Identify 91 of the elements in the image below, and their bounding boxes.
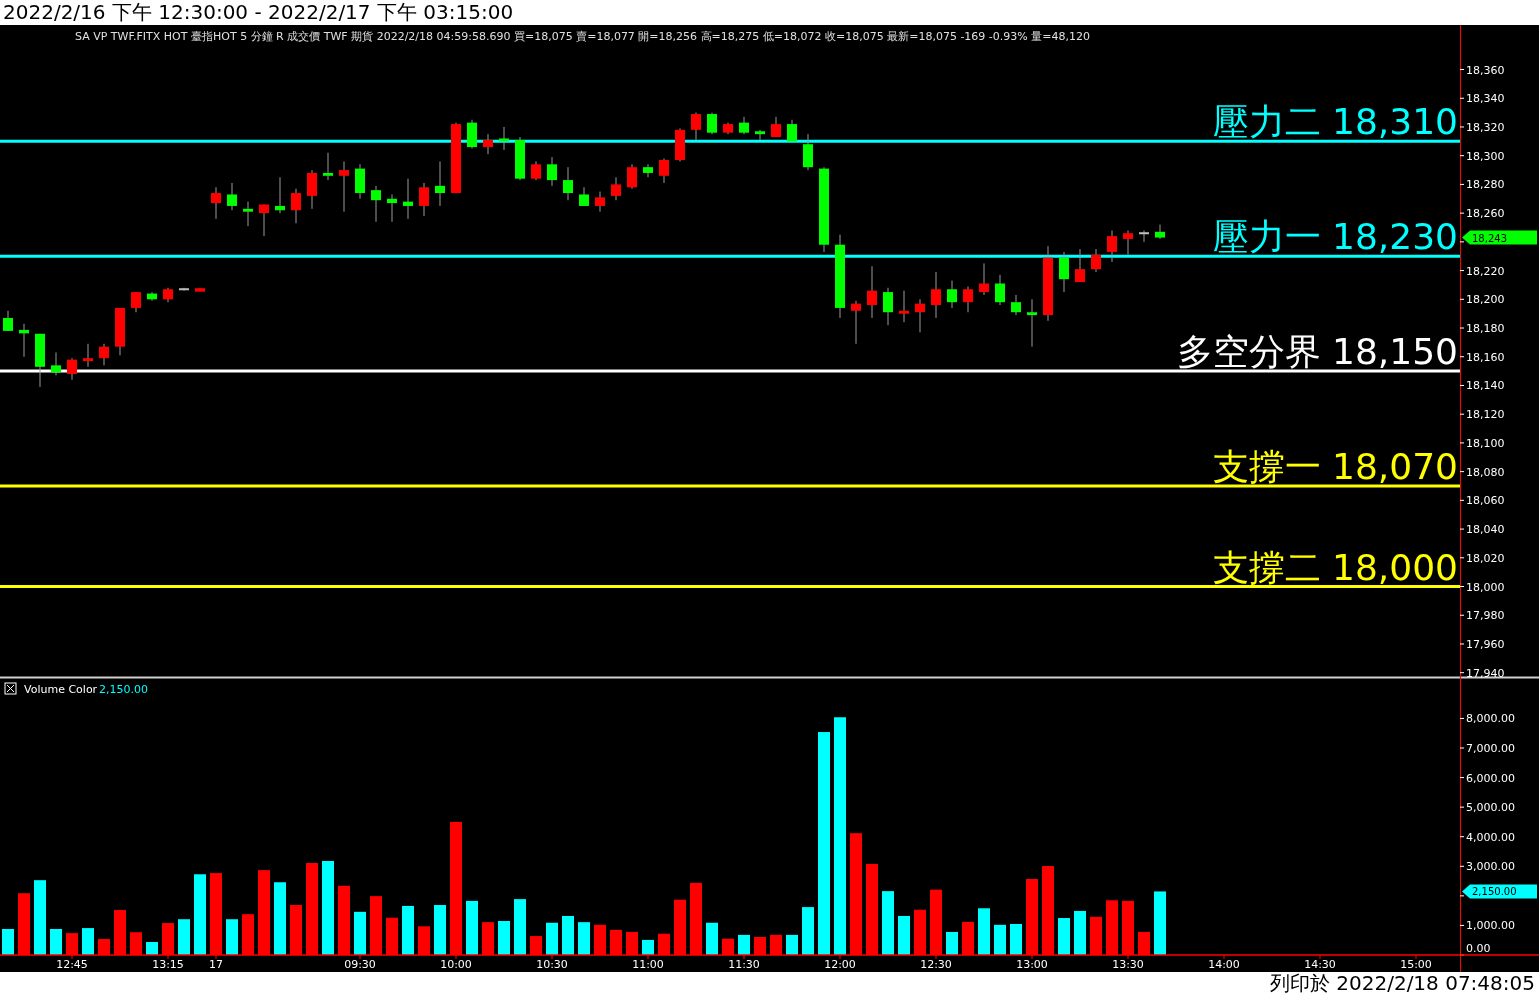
ref-line-label: 支撐二 18,000 xyxy=(1212,546,1458,588)
y-tick-label: 17,980 xyxy=(1466,609,1505,623)
x-tick-label: 11:30 xyxy=(728,958,760,971)
text: Volume Color xyxy=(24,683,98,696)
y-tick-label: 18,000 xyxy=(1466,580,1505,594)
y-tick-label: 6,000.00 xyxy=(1466,771,1515,785)
y-tick-label: 18,160 xyxy=(1466,350,1505,364)
bar xyxy=(50,928,62,955)
x-tick-label: 13:00 xyxy=(1016,958,1048,971)
y-tick-label: 17,940 xyxy=(1466,666,1505,680)
x-tick-label: 13:15 xyxy=(152,958,184,971)
bar xyxy=(178,919,190,955)
bar xyxy=(466,900,478,955)
bar xyxy=(1074,910,1086,955)
bar xyxy=(802,907,814,955)
chart-title: 2022/2/16 下午 12:30:00 - 2022/2/17 下午 03:15:00 xyxy=(3,0,514,24)
bar xyxy=(818,732,830,955)
x-tick-label: 14:30 xyxy=(1304,958,1336,971)
text: 2,150.00 xyxy=(1472,886,1517,898)
bar xyxy=(82,928,94,955)
y-tick-label: 18,140 xyxy=(1466,379,1505,393)
bar xyxy=(402,905,414,955)
bar xyxy=(498,921,510,955)
y-tick-label: 18,200 xyxy=(1466,293,1505,307)
bar xyxy=(146,941,158,955)
annotation: 2,150.00 xyxy=(99,683,148,696)
text: 列印於 2022/2/18 07:48:05 xyxy=(1269,971,1535,995)
ref-line-label: 支撐一 18,070 xyxy=(1212,446,1458,487)
bar xyxy=(786,934,798,955)
bar xyxy=(434,905,446,955)
ref-line-label: 壓力二 18,310 xyxy=(1212,101,1458,143)
bar xyxy=(898,915,910,955)
bar xyxy=(706,922,718,955)
bar xyxy=(834,717,846,955)
bar xyxy=(562,915,574,955)
bar xyxy=(1010,923,1022,955)
bar xyxy=(194,874,206,955)
bar xyxy=(34,880,46,955)
bar xyxy=(738,934,750,955)
y-tick-label: 4,000.00 xyxy=(1466,830,1515,844)
bar xyxy=(514,899,526,955)
x-tick-label: 13:30 xyxy=(1112,958,1144,971)
y-tick-label: 7,000.00 xyxy=(1466,742,1515,756)
y-tick-label: 18,040 xyxy=(1466,523,1505,537)
y-tick-label: 18,360 xyxy=(1466,63,1505,77)
x-tick-label: 12:30 xyxy=(920,958,952,971)
y-tick-label: 5,000.00 xyxy=(1466,801,1515,815)
bar xyxy=(322,860,334,955)
y-tick-label: 18,020 xyxy=(1466,551,1505,565)
bar xyxy=(546,922,558,955)
bar xyxy=(882,891,894,955)
y-tick-label: 18,220 xyxy=(1466,264,1505,278)
bar xyxy=(642,939,654,955)
y-tick-label: 1,000.00 xyxy=(1466,919,1515,933)
bar xyxy=(946,931,958,955)
y-tick-label: 18,100 xyxy=(1466,436,1505,450)
ref-line-label: 壓力一 18,230 xyxy=(1212,216,1458,258)
y-tick-label: 18,060 xyxy=(1466,494,1505,508)
bar xyxy=(274,882,286,955)
bar xyxy=(1058,918,1070,955)
y-tick-label: 18,340 xyxy=(1466,92,1505,106)
x-tick-label: 17 xyxy=(209,958,223,971)
bar xyxy=(1154,891,1166,955)
x-tick-label: 11:00 xyxy=(632,958,664,971)
x-tick-label: 15:00 xyxy=(1400,958,1432,971)
annotation: SA VP TWF.FITX HOT 臺指HOT 5 分鐘 R 成交價 TWF 期貨 2022/2/18 04:59:58.690 買=18,075 賣=18,077 開=18,256 高=18,275 低=18,072 收=18,075 最新=18,075 -169 -0.93% 量=48,120 xyxy=(75,30,1090,43)
bar xyxy=(354,911,366,955)
y-tick-label: 18,120 xyxy=(1466,408,1505,422)
bar xyxy=(578,922,590,955)
bar xyxy=(994,924,1006,955)
x-tick-label: 12:45 xyxy=(56,958,88,971)
y-tick-label: 17,960 xyxy=(1466,637,1505,651)
bar xyxy=(978,908,990,955)
y-tick-label: 18,320 xyxy=(1466,120,1505,134)
y-tick-label: 18,300 xyxy=(1466,149,1505,163)
y-tick-label: 18,080 xyxy=(1466,465,1505,479)
y-tick-label: 18,180 xyxy=(1466,322,1505,336)
y-tick-label: 8,000.00 xyxy=(1466,712,1515,726)
x-tick-label: 14:00 xyxy=(1208,958,1240,971)
ref-line-label: 多空分界 18,150 xyxy=(1176,331,1458,373)
y-tick-label: 0.00 xyxy=(1466,942,1491,955)
x-tick-label: 09:30 xyxy=(344,958,376,971)
text: 18,243 xyxy=(1472,232,1507,244)
x-tick-label: 10:00 xyxy=(440,958,472,971)
bar xyxy=(2,928,14,955)
y-tick-label: 3,000.00 xyxy=(1466,860,1515,874)
x-tick-label: 10:30 xyxy=(536,958,568,971)
y-tick-label: 18,280 xyxy=(1466,178,1505,192)
bar xyxy=(226,919,238,955)
y-tick-label: 18,260 xyxy=(1466,207,1505,221)
x-tick-label: 12:00 xyxy=(824,958,856,971)
